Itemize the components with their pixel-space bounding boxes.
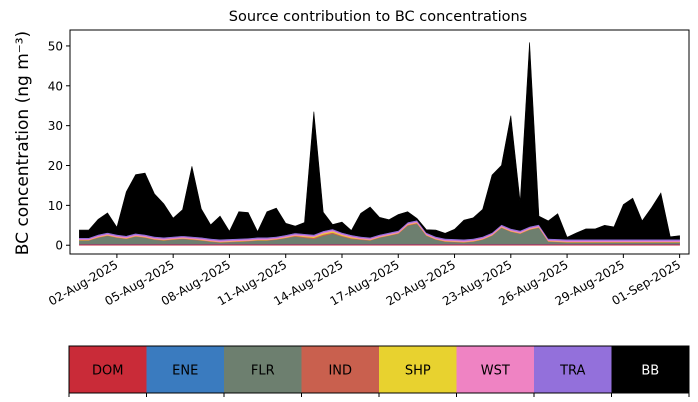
stacked-areas — [79, 42, 679, 245]
legend-label-ind: IND — [328, 364, 352, 379]
legend-label-wst: WST — [481, 364, 510, 379]
chart-title: Source contribution to BC concentrations — [229, 9, 527, 25]
y-tick-label: 30 — [48, 119, 63, 133]
y-tick-label: 0 — [55, 239, 63, 253]
legend: DOM ENE FLR IND SHP WST TRA BB — [69, 346, 690, 397]
y-tick-label: 20 — [48, 159, 63, 173]
legend-label-ene: ENE — [172, 364, 198, 379]
legend-label-shp: SHP — [405, 364, 431, 379]
area-bb — [79, 42, 679, 239]
y-tick-label: 10 — [48, 199, 63, 213]
y-tick-label: 50 — [48, 39, 63, 53]
x-axis: 02-Aug-202505-Aug-202508-Aug-202511-Aug-… — [46, 254, 683, 308]
legend-label-bb: BB — [641, 364, 659, 379]
legend-label-dom: DOM — [92, 364, 123, 379]
legend-label-flr: FLR — [251, 364, 275, 379]
y-axis: 0 10 20 30 40 50 — [48, 39, 70, 252]
legend-label-tra: TRA — [559, 364, 585, 379]
y-tick-label: 40 — [48, 79, 63, 93]
y-axis-label: BC concentration (ng m⁻³) — [13, 31, 33, 255]
